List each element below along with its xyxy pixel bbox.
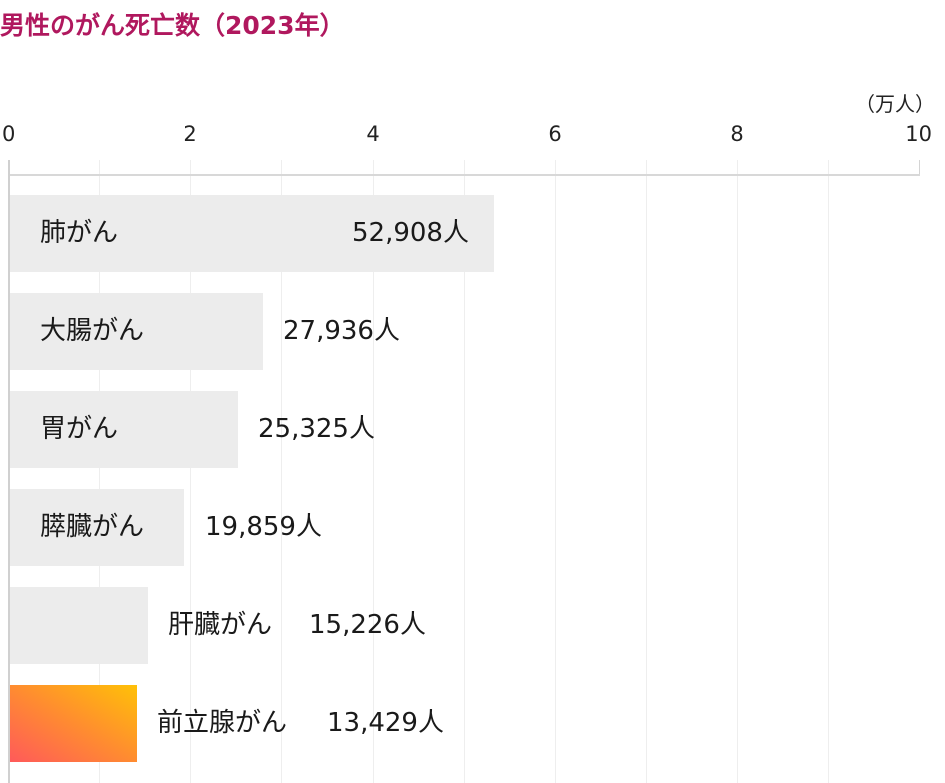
tick-label-0: 0 [2, 122, 16, 146]
unit-label: （万人） [855, 92, 935, 116]
gridline [828, 160, 829, 783]
bar-label-stomach: 胃がん [40, 414, 119, 444]
bar-lung [10, 195, 494, 272]
gridline [373, 160, 374, 783]
bar-value-prostate: 13,429人 [327, 708, 444, 738]
bar-pancreas [10, 489, 184, 566]
bar-label-colorectal: 大腸がん [40, 316, 145, 346]
gridline [737, 160, 738, 783]
bar-value-liver: 15,226人 [309, 610, 426, 640]
bar-stomach [10, 391, 238, 468]
bar-label-lung: 肺がん [40, 218, 119, 248]
tickmark [919, 160, 920, 175]
gridline [555, 160, 556, 783]
tick-label-10: 10 [905, 122, 932, 146]
gridline [281, 160, 282, 783]
tick-label-2: 2 [183, 122, 197, 146]
y-axis-baseline [8, 160, 10, 783]
bar-prostate [10, 685, 137, 762]
bar-label-liver: 肝臓がん [168, 610, 273, 640]
axis-line [8, 174, 920, 176]
bar-label-prostate: 前立腺がん [157, 708, 288, 738]
bar-value-colorectal: 27,936人 [283, 316, 400, 346]
tick-label-8: 8 [730, 122, 744, 146]
chart-title: 男性のがん死亡数（2023年） [0, 11, 345, 40]
gridline [464, 160, 465, 783]
tick-label-4: 4 [366, 122, 380, 146]
gridline [99, 160, 100, 783]
bar-value-lung: 52,908人 [352, 218, 469, 248]
bar-value-stomach: 25,325人 [258, 414, 375, 444]
gridline [190, 160, 191, 783]
bar-liver [10, 587, 148, 664]
bar-value-pancreas: 19,859人 [205, 512, 322, 542]
bar-colorectal [10, 293, 263, 370]
bar-label-pancreas: 膵臓がん [40, 512, 145, 542]
tick-label-6: 6 [548, 122, 562, 146]
gridline [646, 160, 647, 783]
